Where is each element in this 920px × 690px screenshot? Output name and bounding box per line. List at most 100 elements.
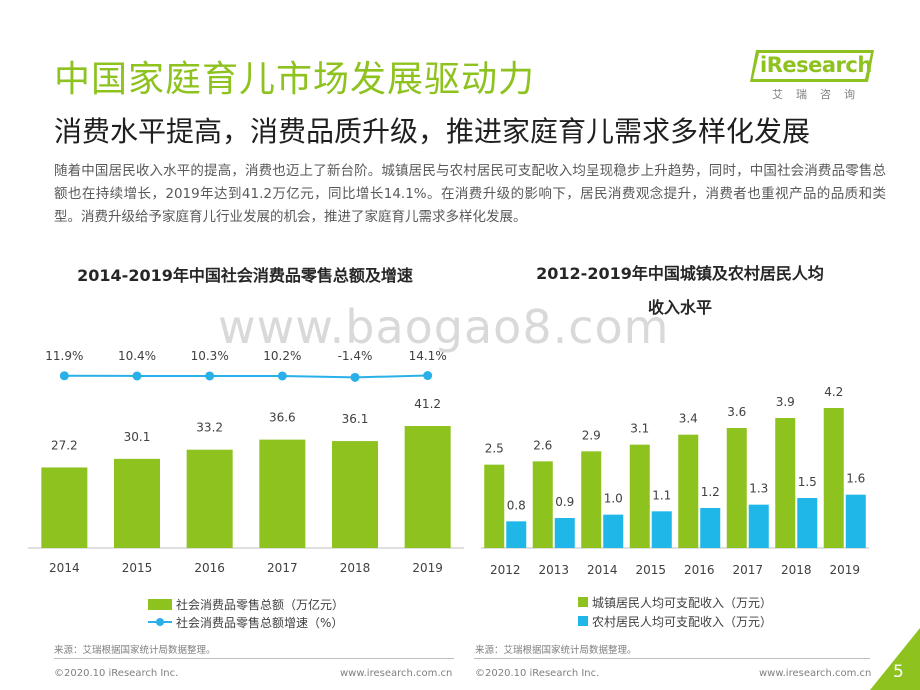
- legend-swatch-retail: [148, 599, 172, 610]
- rural-bar-label-2018: 1.5: [798, 475, 817, 489]
- urban-bar-label-2018: 3.9: [776, 395, 795, 409]
- right-chart-title-line2: 收入水平: [647, 298, 712, 317]
- legend-label-growth: 社会消费品零售总额增速（%）: [176, 615, 343, 630]
- rural-bar-2014: [603, 514, 624, 548]
- footer-url-right: www.iresearch.com.cn: [759, 668, 872, 679]
- growth-point-2014: [59, 371, 69, 381]
- legend-label-rural: 农村居民人均可支配收入（万元）: [592, 615, 772, 629]
- rural-bar-label-2016: 1.2: [701, 485, 720, 499]
- right-x-tick-2014: 2014: [587, 563, 618, 577]
- growth-point-2015: [132, 371, 142, 381]
- page-title: 中国家庭育儿市场发展驱动力: [54, 59, 536, 100]
- urban-bar-label-2012: 2.5: [485, 442, 504, 456]
- left-chart-source: 来源：艾瑞根据国家统计局数据整理。: [54, 645, 216, 656]
- legend-swatch-urban: [578, 597, 588, 607]
- retail-bar-2019: [404, 426, 451, 548]
- watermark: www.baogao8.com: [218, 300, 670, 354]
- footer-url-left: www.iresearch.com.cn: [340, 668, 453, 679]
- retail-bar-2014: [41, 467, 88, 548]
- growth-label-2015: 10.4%: [118, 349, 156, 363]
- logo-text: iResearch: [760, 53, 872, 77]
- left-x-tick-2018: 2018: [340, 561, 371, 575]
- legend-label-urban: 城镇居民人均可支配收入（万元）: [592, 596, 772, 610]
- page-subtitle: 消费水平提高，消费品质升级，推进家庭育儿需求多样化发展: [54, 115, 811, 148]
- urban-bar-label-2015: 3.1: [630, 422, 649, 436]
- footer-divider-right: [474, 658, 870, 659]
- legend-label-retail: 社会消费品零售总额（万亿元）: [176, 597, 344, 612]
- retail-bar-label-2015: 30.1: [124, 430, 151, 444]
- retail-bar-label-2018: 36.1: [342, 412, 369, 426]
- urban-bar-2013: [532, 461, 553, 548]
- rural-bar-label-2012: 0.8: [507, 498, 526, 512]
- retail-bar-2016: [186, 449, 233, 548]
- right-x-tick-2013: 2013: [538, 563, 569, 577]
- rural-bar-label-2013: 0.9: [555, 495, 574, 509]
- growth-point-2017: [277, 371, 287, 381]
- right-x-tick-2019: 2019: [829, 563, 860, 577]
- retail-bar-label-2017: 36.6: [269, 411, 296, 425]
- urban-bar-label-2017: 3.6: [727, 405, 746, 419]
- urban-bar-2015: [629, 444, 650, 548]
- right-x-tick-2018: 2018: [781, 563, 812, 577]
- retail-bar-2015: [114, 458, 160, 548]
- logo-subtext: 艾瑞咨询: [772, 88, 868, 101]
- footer-copyright-left: ©2020.10 iResearch Inc.: [54, 668, 179, 679]
- rural-bar-label-2019: 1.6: [846, 472, 865, 486]
- urban-bar-2012: [484, 464, 505, 548]
- left-x-tick-2016: 2016: [194, 561, 225, 575]
- growth-label-2017: 10.2%: [263, 349, 301, 363]
- rural-bar-2012: [506, 521, 527, 548]
- rural-bar-2015: [651, 511, 672, 548]
- growth-point-2019: [423, 371, 433, 381]
- right-x-tick-2012: 2012: [490, 563, 521, 577]
- retail-bar-2017: [259, 439, 306, 548]
- growth-label-2018: -1.4%: [338, 349, 373, 363]
- rural-bar-label-2017: 1.3: [749, 482, 768, 496]
- growth-point-2016: [205, 371, 215, 381]
- footer-copyright-right: ©2020.10 iResearch Inc.: [475, 668, 600, 679]
- urban-bar-2016: [678, 434, 699, 548]
- left-x-tick-2015: 2015: [122, 561, 153, 575]
- growth-label-2019: 14.1%: [409, 349, 447, 363]
- growth-point-2018: [350, 372, 360, 382]
- rural-bar-label-2014: 1.0: [604, 492, 623, 506]
- rural-bar-2017: [748, 504, 769, 548]
- left-chart-title: 2014-2019年中国社会消费品零售总额及增速: [77, 266, 413, 285]
- rural-bar-2016: [700, 508, 721, 548]
- footer-divider-left: [54, 658, 454, 659]
- left-x-tick-2014: 2014: [49, 561, 80, 575]
- page-corner-decoration: [870, 628, 920, 690]
- body-paragraph: 随着中国居民收入水平的提高，消费也迈上了新台阶。城镇居民与农村居民可支配收入均呈…: [54, 163, 886, 225]
- urban-bar-label-2013: 2.6: [533, 438, 552, 452]
- legend-swatch-growth-dot: [156, 618, 164, 626]
- urban-bar-label-2019: 4.2: [824, 385, 843, 399]
- right-x-tick-2017: 2017: [732, 563, 763, 577]
- urban-bar-2014: [581, 451, 602, 548]
- rural-bar-2013: [554, 518, 575, 548]
- iresearch-logo: iResearch 艾瑞咨询: [748, 46, 878, 106]
- urban-bar-label-2016: 3.4: [679, 412, 698, 426]
- logo-badge-shape: [750, 50, 874, 82]
- left-x-tick-2017: 2017: [267, 561, 298, 575]
- right-chart-title-line1: 2012-2019年中国城镇及农村居民人均: [536, 264, 824, 283]
- retail-bar-label-2019: 41.2: [414, 397, 441, 411]
- rural-bar-2018: [797, 498, 818, 548]
- growth-line: [64, 374, 428, 379]
- left-x-tick-2019: 2019: [412, 561, 443, 575]
- urban-bar-2019: [823, 408, 844, 548]
- rural-bar-2019: [845, 494, 866, 548]
- right-chart-source: 来源：艾瑞根据国家统计局数据整理。: [475, 645, 637, 656]
- urban-bar-2018: [775, 418, 796, 548]
- urban-bar-label-2014: 2.9: [582, 428, 601, 442]
- right-x-tick-2016: 2016: [684, 563, 715, 577]
- retail-bar-label-2014: 27.2: [51, 438, 78, 452]
- legend-swatch-rural: [578, 616, 588, 626]
- page-number: 5: [893, 662, 904, 682]
- retail-bar-label-2016: 33.2: [196, 421, 223, 435]
- growth-label-2016: 10.3%: [191, 349, 229, 363]
- urban-bar-2017: [726, 428, 747, 548]
- rural-bar-label-2015: 1.1: [652, 488, 671, 502]
- right-x-tick-2015: 2015: [635, 563, 666, 577]
